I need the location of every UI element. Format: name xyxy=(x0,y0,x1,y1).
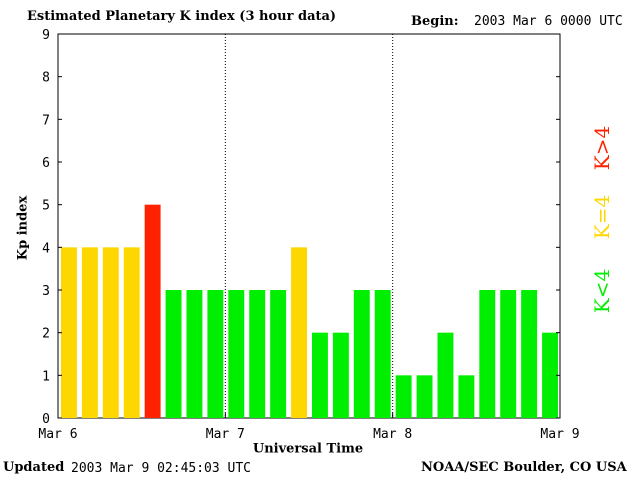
chart-title: Estimated Planetary K index (3 hour data… xyxy=(27,9,337,24)
kp-bar xyxy=(542,332,558,418)
kp-bar xyxy=(416,375,433,418)
y-tick-label: 8 xyxy=(42,71,50,86)
footer-credit: NOAA/SEC Boulder, CO USA xyxy=(421,460,627,475)
kp-bar xyxy=(437,332,454,418)
x-tick-label: Mar 7 xyxy=(206,427,245,442)
y-tick-label: 3 xyxy=(42,284,50,299)
kp-bar xyxy=(207,290,224,418)
updated-value: 2003 Mar 9 02:45:03 UTC xyxy=(71,461,252,476)
kp-bar xyxy=(500,290,517,418)
y-tick-label: 4 xyxy=(42,241,50,256)
kp-bar xyxy=(61,247,77,418)
y-tick-label: 1 xyxy=(42,369,50,384)
y-tick-label: 0 xyxy=(42,412,50,427)
y-axis-label: Kp index xyxy=(15,195,31,261)
x-tick-label: Mar 9 xyxy=(540,427,579,442)
kp-bar xyxy=(312,332,328,418)
y-tick-label: 5 xyxy=(42,199,50,214)
kp-bar xyxy=(521,290,538,418)
kp-bar xyxy=(332,332,349,418)
begin-value: 2003 Mar 6 0000 UTC xyxy=(474,14,623,29)
legend-mid: K=4 xyxy=(590,194,614,240)
kp-bar xyxy=(374,290,391,418)
kp-bar xyxy=(81,247,98,418)
plot-frame xyxy=(57,33,561,419)
kp-bar xyxy=(458,375,475,418)
kp-bar xyxy=(102,247,119,418)
kp-bar xyxy=(395,375,412,418)
kp-bar xyxy=(353,290,370,418)
legend-low: K<4 xyxy=(590,268,614,314)
kp-bar xyxy=(249,290,266,418)
y-tick-label: 2 xyxy=(42,327,50,342)
y-tick-label: 7 xyxy=(42,113,50,128)
kp-bar xyxy=(479,290,496,418)
kp-bar xyxy=(186,290,203,418)
kp-bar xyxy=(144,204,161,418)
x-tick-label: Mar 8 xyxy=(373,427,412,442)
kp-bar xyxy=(123,247,140,418)
kp-bar xyxy=(228,290,245,418)
y-tick-label: 9 xyxy=(42,28,50,43)
y-tick-label: 6 xyxy=(42,156,50,171)
begin-label: Begin: xyxy=(411,14,459,29)
updated-label: Updated xyxy=(3,460,65,475)
kp-bar xyxy=(165,290,182,418)
kp-bar xyxy=(270,290,287,418)
legend-high: K>4 xyxy=(590,125,614,171)
x-axis-label: Universal Time xyxy=(252,441,364,457)
x-tick-label: Mar 6 xyxy=(38,427,77,442)
kp-bar xyxy=(291,247,307,418)
